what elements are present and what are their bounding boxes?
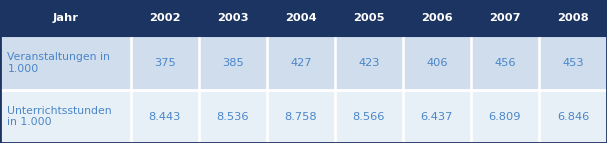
Text: 6.437: 6.437	[421, 112, 453, 122]
Bar	[266, 0, 335, 36]
Bar	[131, 36, 198, 90]
Text: 2004: 2004	[285, 13, 317, 23]
Text: 456: 456	[494, 58, 516, 68]
Bar	[198, 90, 266, 143]
Bar	[198, 0, 266, 36]
Bar	[335, 90, 403, 143]
Text: 385: 385	[222, 58, 243, 68]
Text: 8.536: 8.536	[217, 112, 249, 122]
Text: 453: 453	[562, 58, 584, 68]
Bar	[539, 90, 607, 143]
Text: 8.758: 8.758	[285, 112, 317, 122]
Text: 375: 375	[154, 58, 175, 68]
Text: 6.809: 6.809	[489, 112, 521, 122]
Text: 2003: 2003	[217, 13, 248, 23]
Text: 427: 427	[290, 58, 311, 68]
Bar	[539, 0, 607, 36]
Bar	[266, 90, 335, 143]
Bar	[335, 36, 403, 90]
Text: Jahr: Jahr	[52, 13, 78, 23]
Text: Unterrichtsstunden
in 1.000: Unterrichtsstunden in 1.000	[7, 106, 112, 127]
Bar	[266, 36, 335, 90]
Bar	[471, 36, 539, 90]
Text: 2008: 2008	[557, 13, 589, 23]
Text: 2006: 2006	[421, 13, 453, 23]
Bar	[471, 0, 539, 36]
Text: 8.566: 8.566	[353, 112, 385, 122]
Bar	[403, 0, 471, 36]
Bar	[131, 0, 198, 36]
Text: 2002: 2002	[149, 13, 180, 23]
Text: 2005: 2005	[353, 13, 385, 23]
Bar	[0, 90, 131, 143]
Text: 423: 423	[358, 58, 379, 68]
Bar	[0, 36, 131, 90]
Bar	[539, 36, 607, 90]
Text: 406: 406	[426, 58, 447, 68]
Bar	[0, 0, 131, 36]
Bar	[131, 90, 198, 143]
Text: 2007: 2007	[489, 13, 521, 23]
Bar	[403, 90, 471, 143]
Bar	[198, 36, 266, 90]
Bar	[335, 0, 403, 36]
Text: 8.443: 8.443	[149, 112, 181, 122]
Text: Veranstaltungen in
1.000: Veranstaltungen in 1.000	[7, 52, 110, 74]
Text: 6.846: 6.846	[557, 112, 589, 122]
Bar	[403, 36, 471, 90]
Bar	[471, 90, 539, 143]
